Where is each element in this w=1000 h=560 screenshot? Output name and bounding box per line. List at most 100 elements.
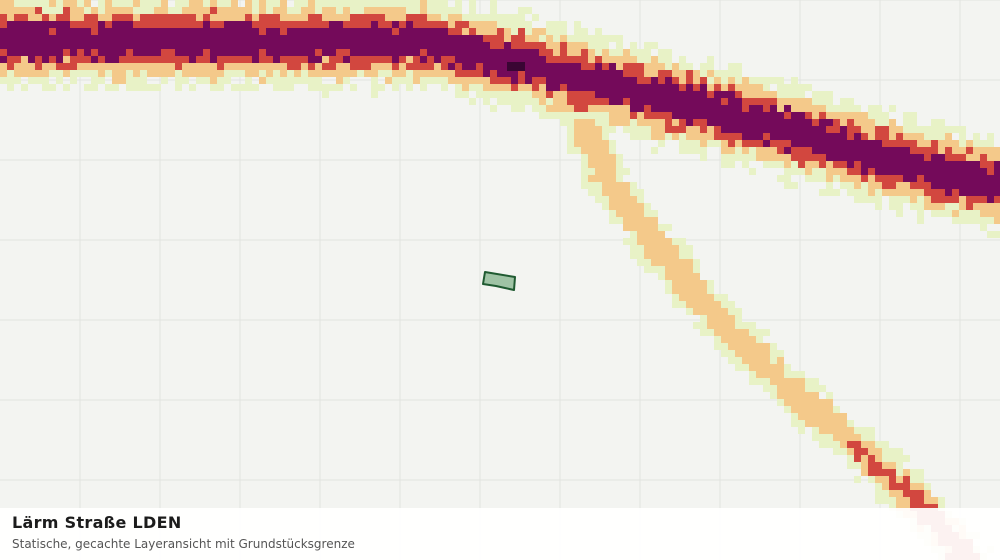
noise-cell-class-2 xyxy=(35,70,42,77)
noise-cell-class-2 xyxy=(679,273,686,280)
noise-cell-class-4 xyxy=(840,147,847,154)
noise-cell-class-4 xyxy=(35,42,42,49)
noise-cell-class-1 xyxy=(511,21,518,28)
noise-cell-class-4 xyxy=(532,70,539,77)
noise-cell-class-4 xyxy=(994,189,1000,196)
parcel-boundary[interactable] xyxy=(482,271,516,291)
noise-cell-class-2 xyxy=(553,49,560,56)
noise-cell-class-1 xyxy=(238,84,245,91)
noise-cell-class-3 xyxy=(175,14,182,21)
noise-cell-class-2 xyxy=(644,224,651,231)
noise-cell-class-3 xyxy=(686,70,693,77)
noise-cell-class-3 xyxy=(378,56,385,63)
noise-cell-class-4 xyxy=(504,42,511,49)
noise-cell-class-2 xyxy=(875,182,882,189)
noise-cell-class-1 xyxy=(140,7,147,14)
noise-cell-class-3 xyxy=(511,42,518,49)
noise-cell-class-1 xyxy=(182,77,189,84)
noise-cell-class-1 xyxy=(812,434,819,441)
noise-cell-class-1 xyxy=(721,77,728,84)
noise-cell-class-1 xyxy=(707,287,714,294)
noise-cell-class-1 xyxy=(7,77,14,84)
noise-cell-class-4 xyxy=(721,105,728,112)
noise-cell-class-2 xyxy=(602,140,609,147)
noise-cell-class-1 xyxy=(791,77,798,84)
noise-cell-class-2 xyxy=(735,336,742,343)
noise-cell-class-2 xyxy=(889,462,896,469)
noise-cell-class-1 xyxy=(763,385,770,392)
noise-cell-class-1 xyxy=(623,126,630,133)
noise-cell-class-3 xyxy=(770,98,777,105)
noise-cell-class-1 xyxy=(931,126,938,133)
noise-cell-class-1 xyxy=(896,203,903,210)
noise-cell-class-3 xyxy=(182,21,189,28)
noise-cell-class-2 xyxy=(609,189,616,196)
noise-cell-class-4 xyxy=(672,112,679,119)
noise-cell-class-2 xyxy=(777,371,784,378)
noise-cell-class-2 xyxy=(812,161,819,168)
noise-cell-class-1 xyxy=(175,0,182,7)
noise-cell-class-2 xyxy=(49,63,56,70)
noise-cell-class-4 xyxy=(294,42,301,49)
noise-cell-class-4 xyxy=(329,28,336,35)
noise-cell-class-4 xyxy=(252,56,259,63)
noise-cell-class-2 xyxy=(728,322,735,329)
noise-cell-class-1 xyxy=(14,0,21,7)
noise-cell-class-1 xyxy=(49,84,56,91)
noise-cell-class-2 xyxy=(588,154,595,161)
noise-cell-class-3 xyxy=(581,56,588,63)
noise-cell-class-2 xyxy=(952,147,959,154)
noise-cell-class-2 xyxy=(854,175,861,182)
noise-cell-class-2 xyxy=(938,147,945,154)
noise-cell-class-2 xyxy=(840,441,847,448)
noise-cell-class-1 xyxy=(903,112,910,119)
noise-cell-class-4 xyxy=(70,42,77,49)
noise-cell-class-2 xyxy=(385,63,392,70)
noise-cell-class-2 xyxy=(371,63,378,70)
noise-cell-class-1 xyxy=(203,0,210,7)
noise-cell-class-3 xyxy=(399,21,406,28)
noise-cell-class-2 xyxy=(735,329,742,336)
noise-cell-class-2 xyxy=(798,399,805,406)
noise-cell-class-2 xyxy=(770,378,777,385)
noise-cell-class-1 xyxy=(56,0,63,7)
noise-cell-class-3 xyxy=(196,56,203,63)
noise-cell-class-4 xyxy=(308,28,315,35)
noise-cell-class-4 xyxy=(819,126,826,133)
noise-cell-class-2 xyxy=(707,322,714,329)
noise-cell-class-1 xyxy=(700,315,707,322)
noise-cell-class-1 xyxy=(721,161,728,168)
noise-cell-class-1 xyxy=(889,504,896,511)
noise-cell-class-3 xyxy=(749,98,756,105)
noise-cell-class-4 xyxy=(42,28,49,35)
noise-cell-class-1 xyxy=(518,7,525,14)
noise-cell-class-2 xyxy=(602,189,609,196)
noise-cell-class-1 xyxy=(427,77,434,84)
noise-cell-class-3 xyxy=(889,483,896,490)
noise-cell-class-2 xyxy=(406,56,413,63)
noise-cell-class-1 xyxy=(42,7,49,14)
noise-cell-class-2 xyxy=(609,168,616,175)
noise-cell-class-4 xyxy=(434,49,441,56)
noise-cell-class-4 xyxy=(56,49,63,56)
noise-cell-class-4 xyxy=(21,21,28,28)
noise-cell-class-2 xyxy=(245,0,252,7)
noise-cell-class-1 xyxy=(560,21,567,28)
noise-cell-class-2 xyxy=(448,70,455,77)
noise-cell-class-2 xyxy=(455,77,462,84)
noise-cell-class-3 xyxy=(77,21,84,28)
noise-cell-class-1 xyxy=(714,336,721,343)
noise-cell-class-2 xyxy=(448,21,455,28)
noise-cell-class-2 xyxy=(812,105,819,112)
noise-cell-class-4 xyxy=(868,161,875,168)
noise-cell-class-4 xyxy=(658,98,665,105)
noise-cell-class-4 xyxy=(210,56,217,63)
noise-cell-class-4 xyxy=(861,168,868,175)
noise-cell-class-2 xyxy=(259,63,266,70)
noise-cell-class-2 xyxy=(679,259,686,266)
noise-cell-class-3 xyxy=(931,189,938,196)
noise-cell-class-4 xyxy=(875,140,882,147)
noise-cell-class-2 xyxy=(721,322,728,329)
noise-cell-class-2 xyxy=(756,371,763,378)
